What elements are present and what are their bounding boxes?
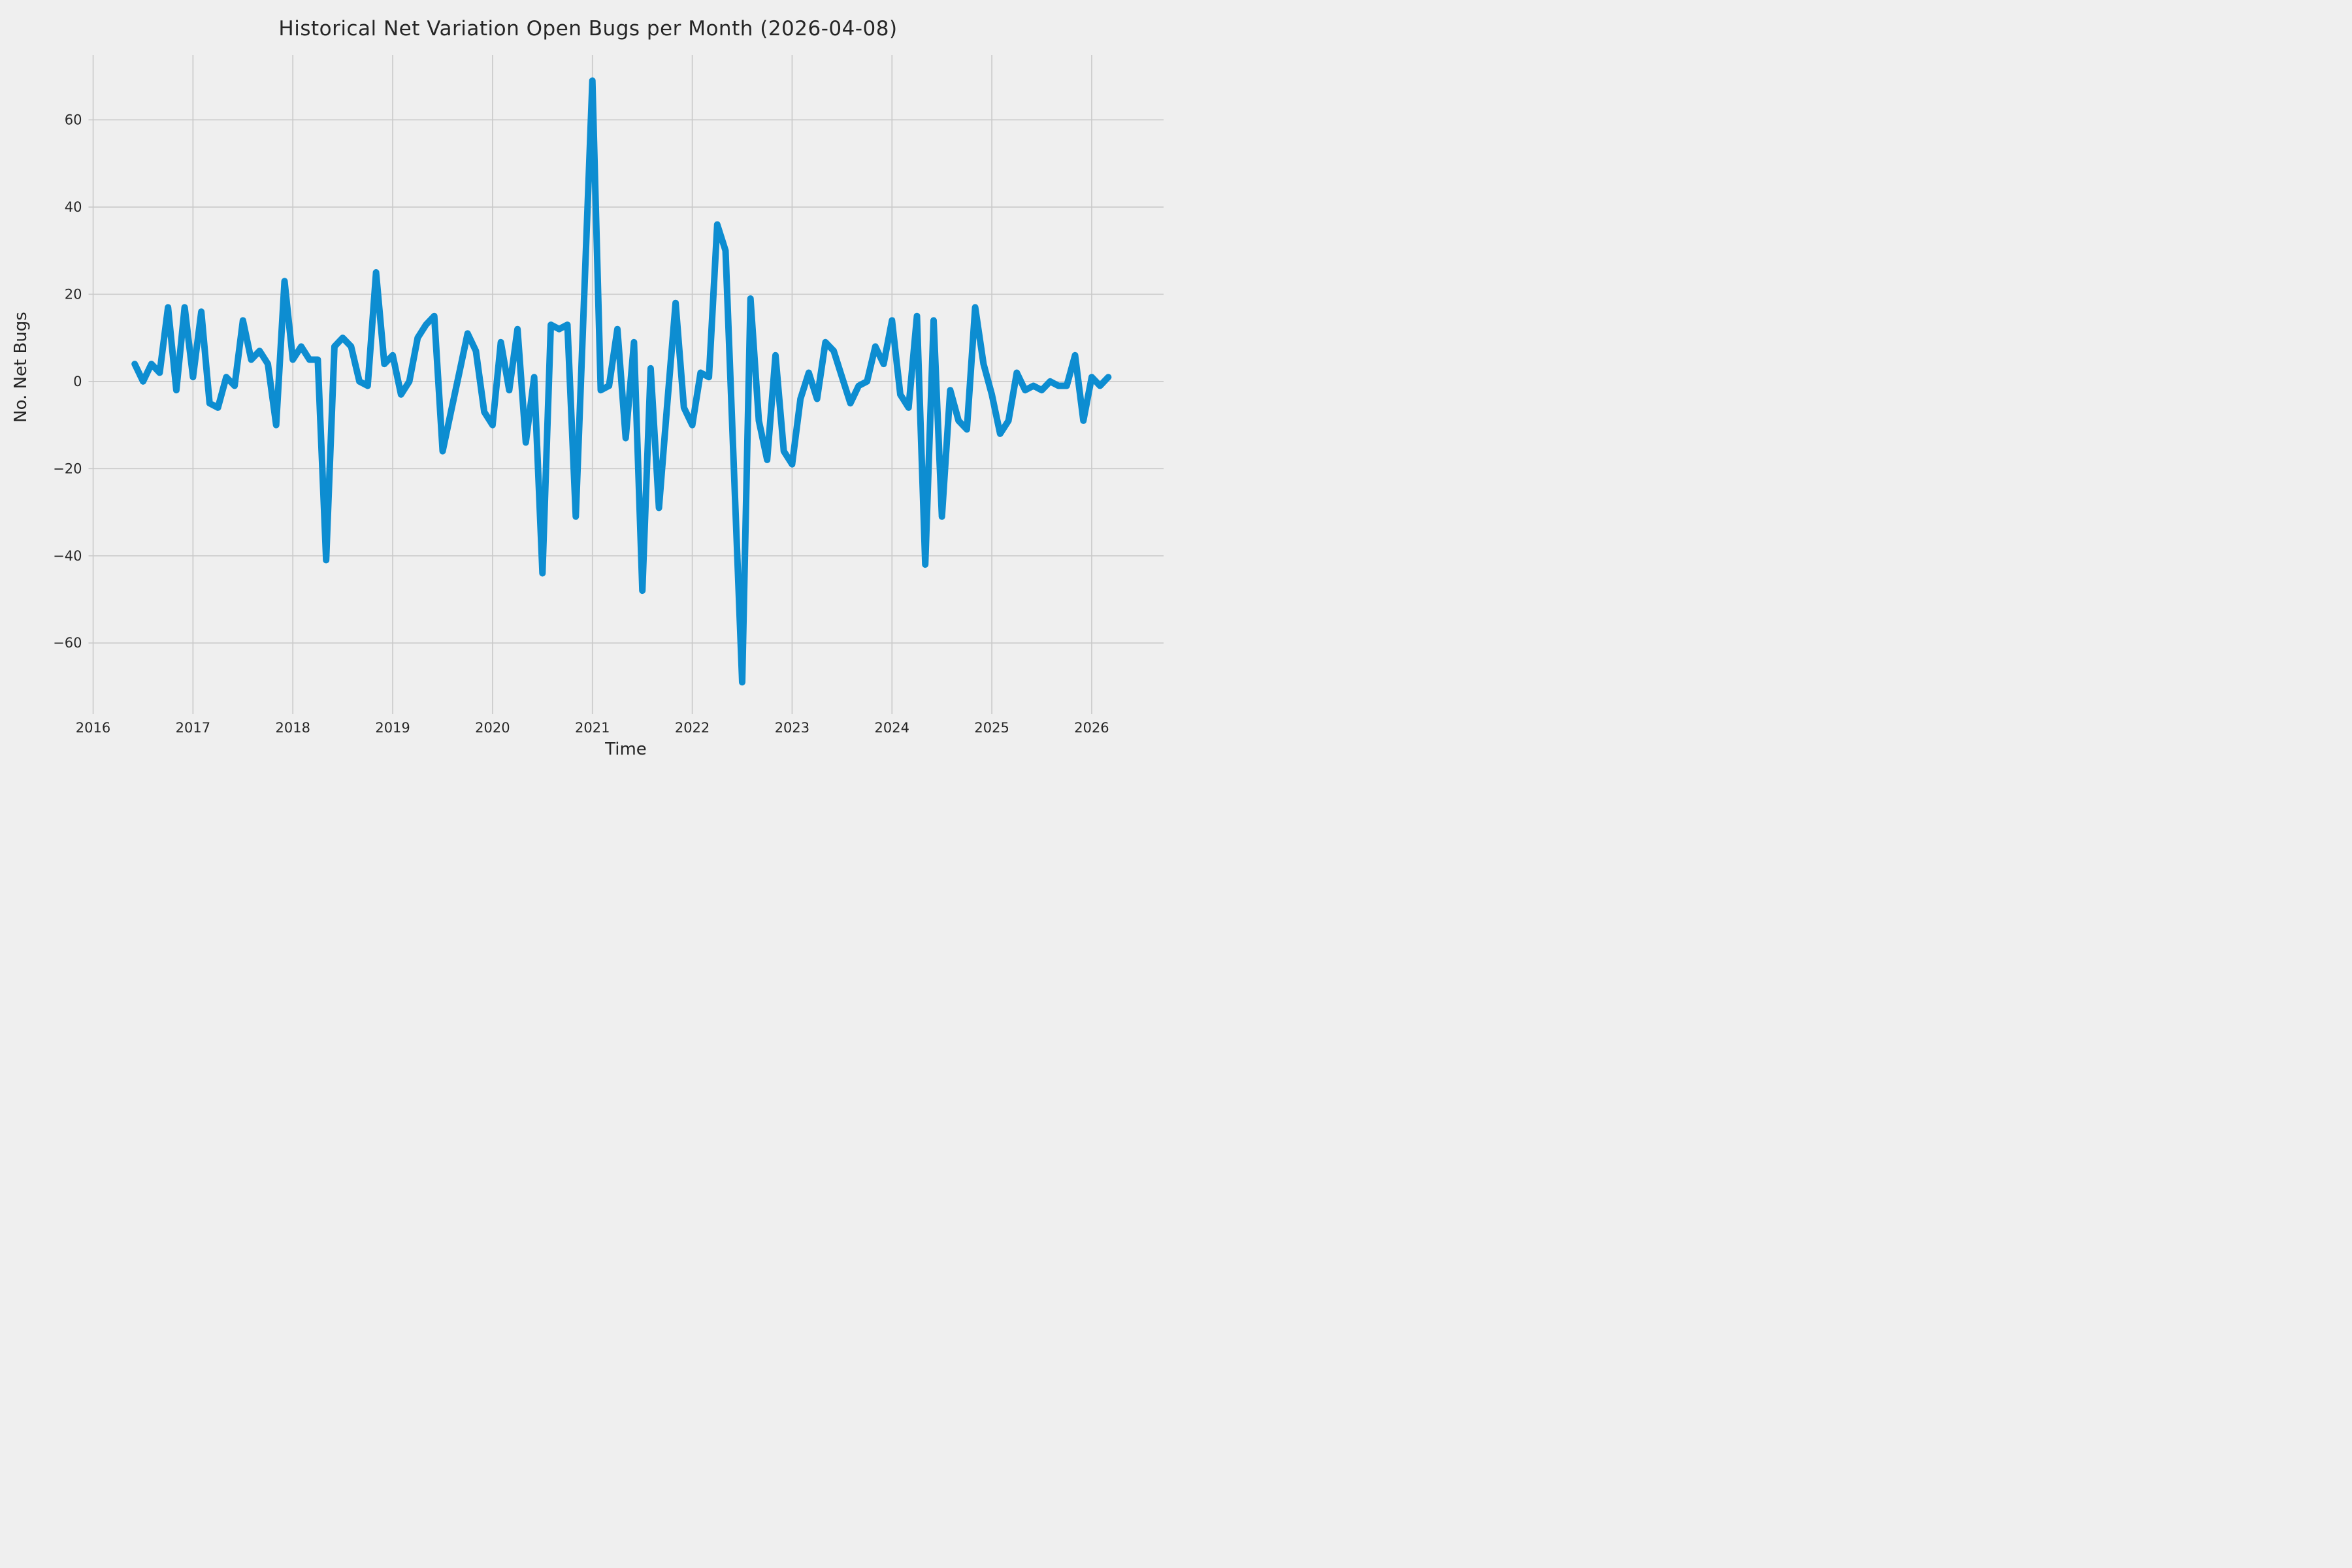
x-axis-label: Time	[605, 740, 647, 759]
x-tick-label: 2026	[1074, 720, 1109, 736]
line-series	[131, 77, 1112, 686]
x-tick-label: 2016	[76, 720, 110, 736]
y-tick-label: −40	[53, 548, 82, 564]
y-tick-label: 20	[65, 286, 82, 302]
x-tick-label: 2021	[575, 720, 610, 736]
x-tick-label: 2022	[675, 720, 710, 736]
x-tick-label: 2018	[275, 720, 310, 736]
y-tick-label: −60	[53, 635, 82, 651]
axis-tick-labels: −60 −40 −20 0 20 40 60 2016 2017 2018 2019 2020 2021…	[53, 112, 1109, 736]
y-tick-label: 40	[65, 199, 82, 215]
x-tick-label: 2017	[176, 720, 210, 736]
x-tick-label: 2025	[974, 720, 1009, 736]
y-axis-label: No. Net Bugs	[11, 312, 31, 423]
y-tick-label: 0	[73, 374, 82, 389]
chart-figure: −60 −40 −20 0 20 40 60 2016 2017 2018 2019 2020 2021…	[0, 0, 1176, 784]
gridlines	[88, 55, 1164, 714]
line-series-layer	[131, 77, 1112, 686]
x-tick-label: 2020	[475, 720, 510, 736]
chart-title: Historical Net Variation Open Bugs per M…	[278, 17, 898, 41]
line-chart: −60 −40 −20 0 20 40 60 2016 2017 2018 2019 2020 2021…	[53, 55, 1164, 736]
y-tick-label: −20	[53, 461, 82, 476]
x-tick-label: 2023	[775, 720, 809, 736]
y-tick-label: 60	[65, 112, 82, 127]
x-tick-label: 2019	[375, 720, 410, 736]
x-tick-label: 2024	[875, 720, 909, 736]
